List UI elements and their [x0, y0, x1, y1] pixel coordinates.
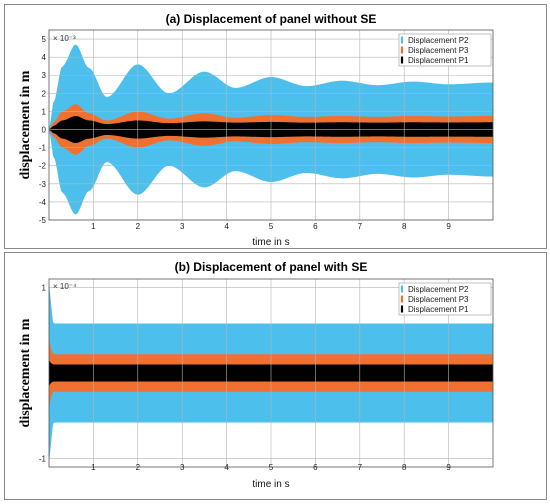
legend-box [398, 33, 492, 67]
y-tick-label: -1 [39, 454, 47, 463]
y-tick-label: 1 [42, 284, 47, 293]
x-tick-label: 4 [224, 463, 229, 472]
x-tick-label: 6 [313, 222, 318, 231]
x-tick-label: 1 [91, 463, 96, 472]
y-tick-label: 3 [42, 71, 47, 80]
y-tick-label: 0 [42, 126, 47, 135]
chart-b-svg: (b) Displacement of panel with SE 1 2 3 4 5 6 7… [18, 260, 494, 490]
legend-box [398, 282, 492, 316]
y-tick-label: 5 [42, 35, 47, 44]
legend-entry: Displacement P2 [408, 285, 469, 294]
x-axis-label: time in s [252, 237, 289, 248]
legend-entry: Displacement P2 [408, 36, 469, 45]
legend-entry: Displacement P3 [408, 295, 469, 304]
x-tick-label: 2 [136, 222, 141, 231]
x-tick-label: 7 [358, 222, 363, 231]
x-tick-label: 3 [180, 222, 185, 231]
legend-entry: Displacement P3 [408, 46, 469, 55]
x-tick-label: 6 [313, 463, 318, 472]
chart-title: (a) Displacement of panel without SE [166, 12, 377, 26]
y-tick-label: -1 [39, 144, 47, 153]
y-tick-label: 4 [42, 53, 47, 62]
x-tick-label: 8 [402, 222, 407, 231]
y-exponent-label: × 10⁻⁴ [53, 282, 77, 291]
y-tick-label: 1 [42, 107, 47, 116]
chart-a-svg: (a) Displacement of panel without SE 1 2 3 4… [18, 12, 494, 248]
x-tick-label: 2 [136, 463, 141, 472]
y-axis-label: displacement in m [18, 70, 33, 179]
legend-entry: Displacement P1 [408, 56, 469, 65]
chart-panel-b: (b) Displacement of panel with SE 1 2 3 4 5 6 7… [4, 252, 547, 500]
legend-entry: Displacement P1 [408, 305, 469, 314]
y-tick-label: -3 [39, 180, 47, 189]
y-tick-label: -4 [39, 198, 47, 207]
y-tick-label: -2 [39, 162, 47, 171]
y-axis-label: displacement in m [18, 318, 33, 427]
x-tick-label: 5 [269, 222, 274, 231]
y-exponent-label: × 10⁻³ [53, 34, 76, 43]
x-tick-label: 9 [446, 222, 451, 231]
x-tick-label: 7 [358, 463, 363, 472]
y-tick-label: 2 [42, 89, 47, 98]
chart-title: (b) Displacement of panel with SE [175, 260, 368, 274]
x-axis-label: time in s [252, 479, 289, 490]
x-tick-label: 1 [91, 222, 96, 231]
x-tick-label: 3 [180, 463, 185, 472]
y-tick-label: -5 [39, 216, 47, 225]
x-tick-label: 8 [402, 463, 407, 472]
chart-panel-a: (a) Displacement of panel without SE 1 2 3 4… [4, 4, 547, 249]
x-tick-label: 9 [446, 463, 451, 472]
axes-box [48, 278, 494, 468]
x-tick-label: 5 [269, 463, 274, 472]
axes-box [48, 29, 494, 221]
x-tick-label: 4 [224, 222, 229, 231]
